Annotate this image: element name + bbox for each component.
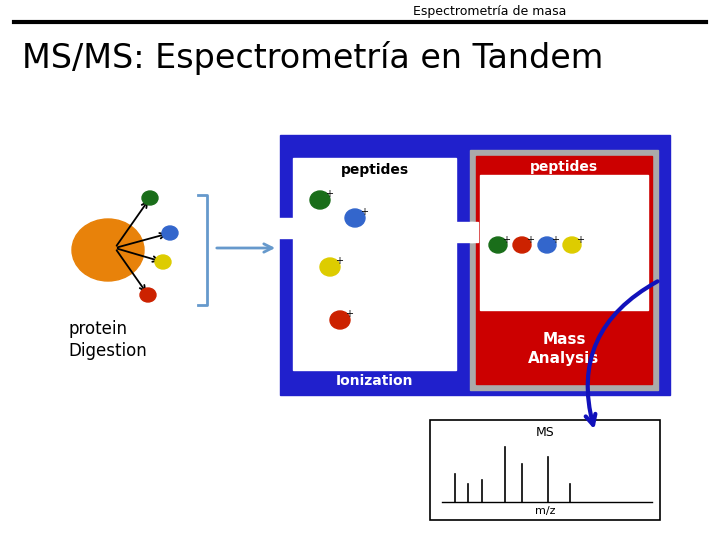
Text: MS/MS: Espectrometría en Tandem: MS/MS: Espectrometría en Tandem [22,41,603,75]
Ellipse shape [489,237,507,253]
Bar [430,420,660,520]
Ellipse shape [142,191,158,205]
Ellipse shape [72,219,144,281]
Ellipse shape [320,258,340,276]
Ellipse shape [140,288,156,302]
Text: +: + [502,235,510,245]
Bar [476,156,652,384]
Ellipse shape [155,255,171,269]
Text: +: + [551,235,559,245]
Ellipse shape [162,226,178,240]
Bar [275,218,293,238]
Text: protein
Digestion: protein Digestion [68,320,147,360]
Text: +: + [335,256,343,266]
Text: +: + [325,189,333,199]
Ellipse shape [345,209,365,227]
Bar [280,135,670,395]
Text: peptides: peptides [341,163,408,177]
Text: +: + [345,309,353,319]
Bar [480,175,648,310]
Bar [470,150,658,390]
Text: peptides: peptides [530,160,598,174]
Text: Mass
Analysis: Mass Analysis [528,332,600,366]
Ellipse shape [330,311,350,329]
FancyArrowPatch shape [585,281,657,425]
Ellipse shape [513,237,531,253]
Text: +: + [576,235,584,245]
Bar [470,222,478,242]
Text: m/z: m/z [535,506,555,516]
Ellipse shape [563,237,581,253]
Bar [455,222,473,242]
Text: +: + [360,207,368,217]
Ellipse shape [538,237,556,253]
Text: MS: MS [536,427,554,440]
Ellipse shape [310,191,330,209]
Text: +: + [526,235,534,245]
Bar [293,158,456,370]
Text: Ionization: Ionization [336,374,413,388]
Text: Espectrometría de masa: Espectrometría de masa [413,5,567,18]
